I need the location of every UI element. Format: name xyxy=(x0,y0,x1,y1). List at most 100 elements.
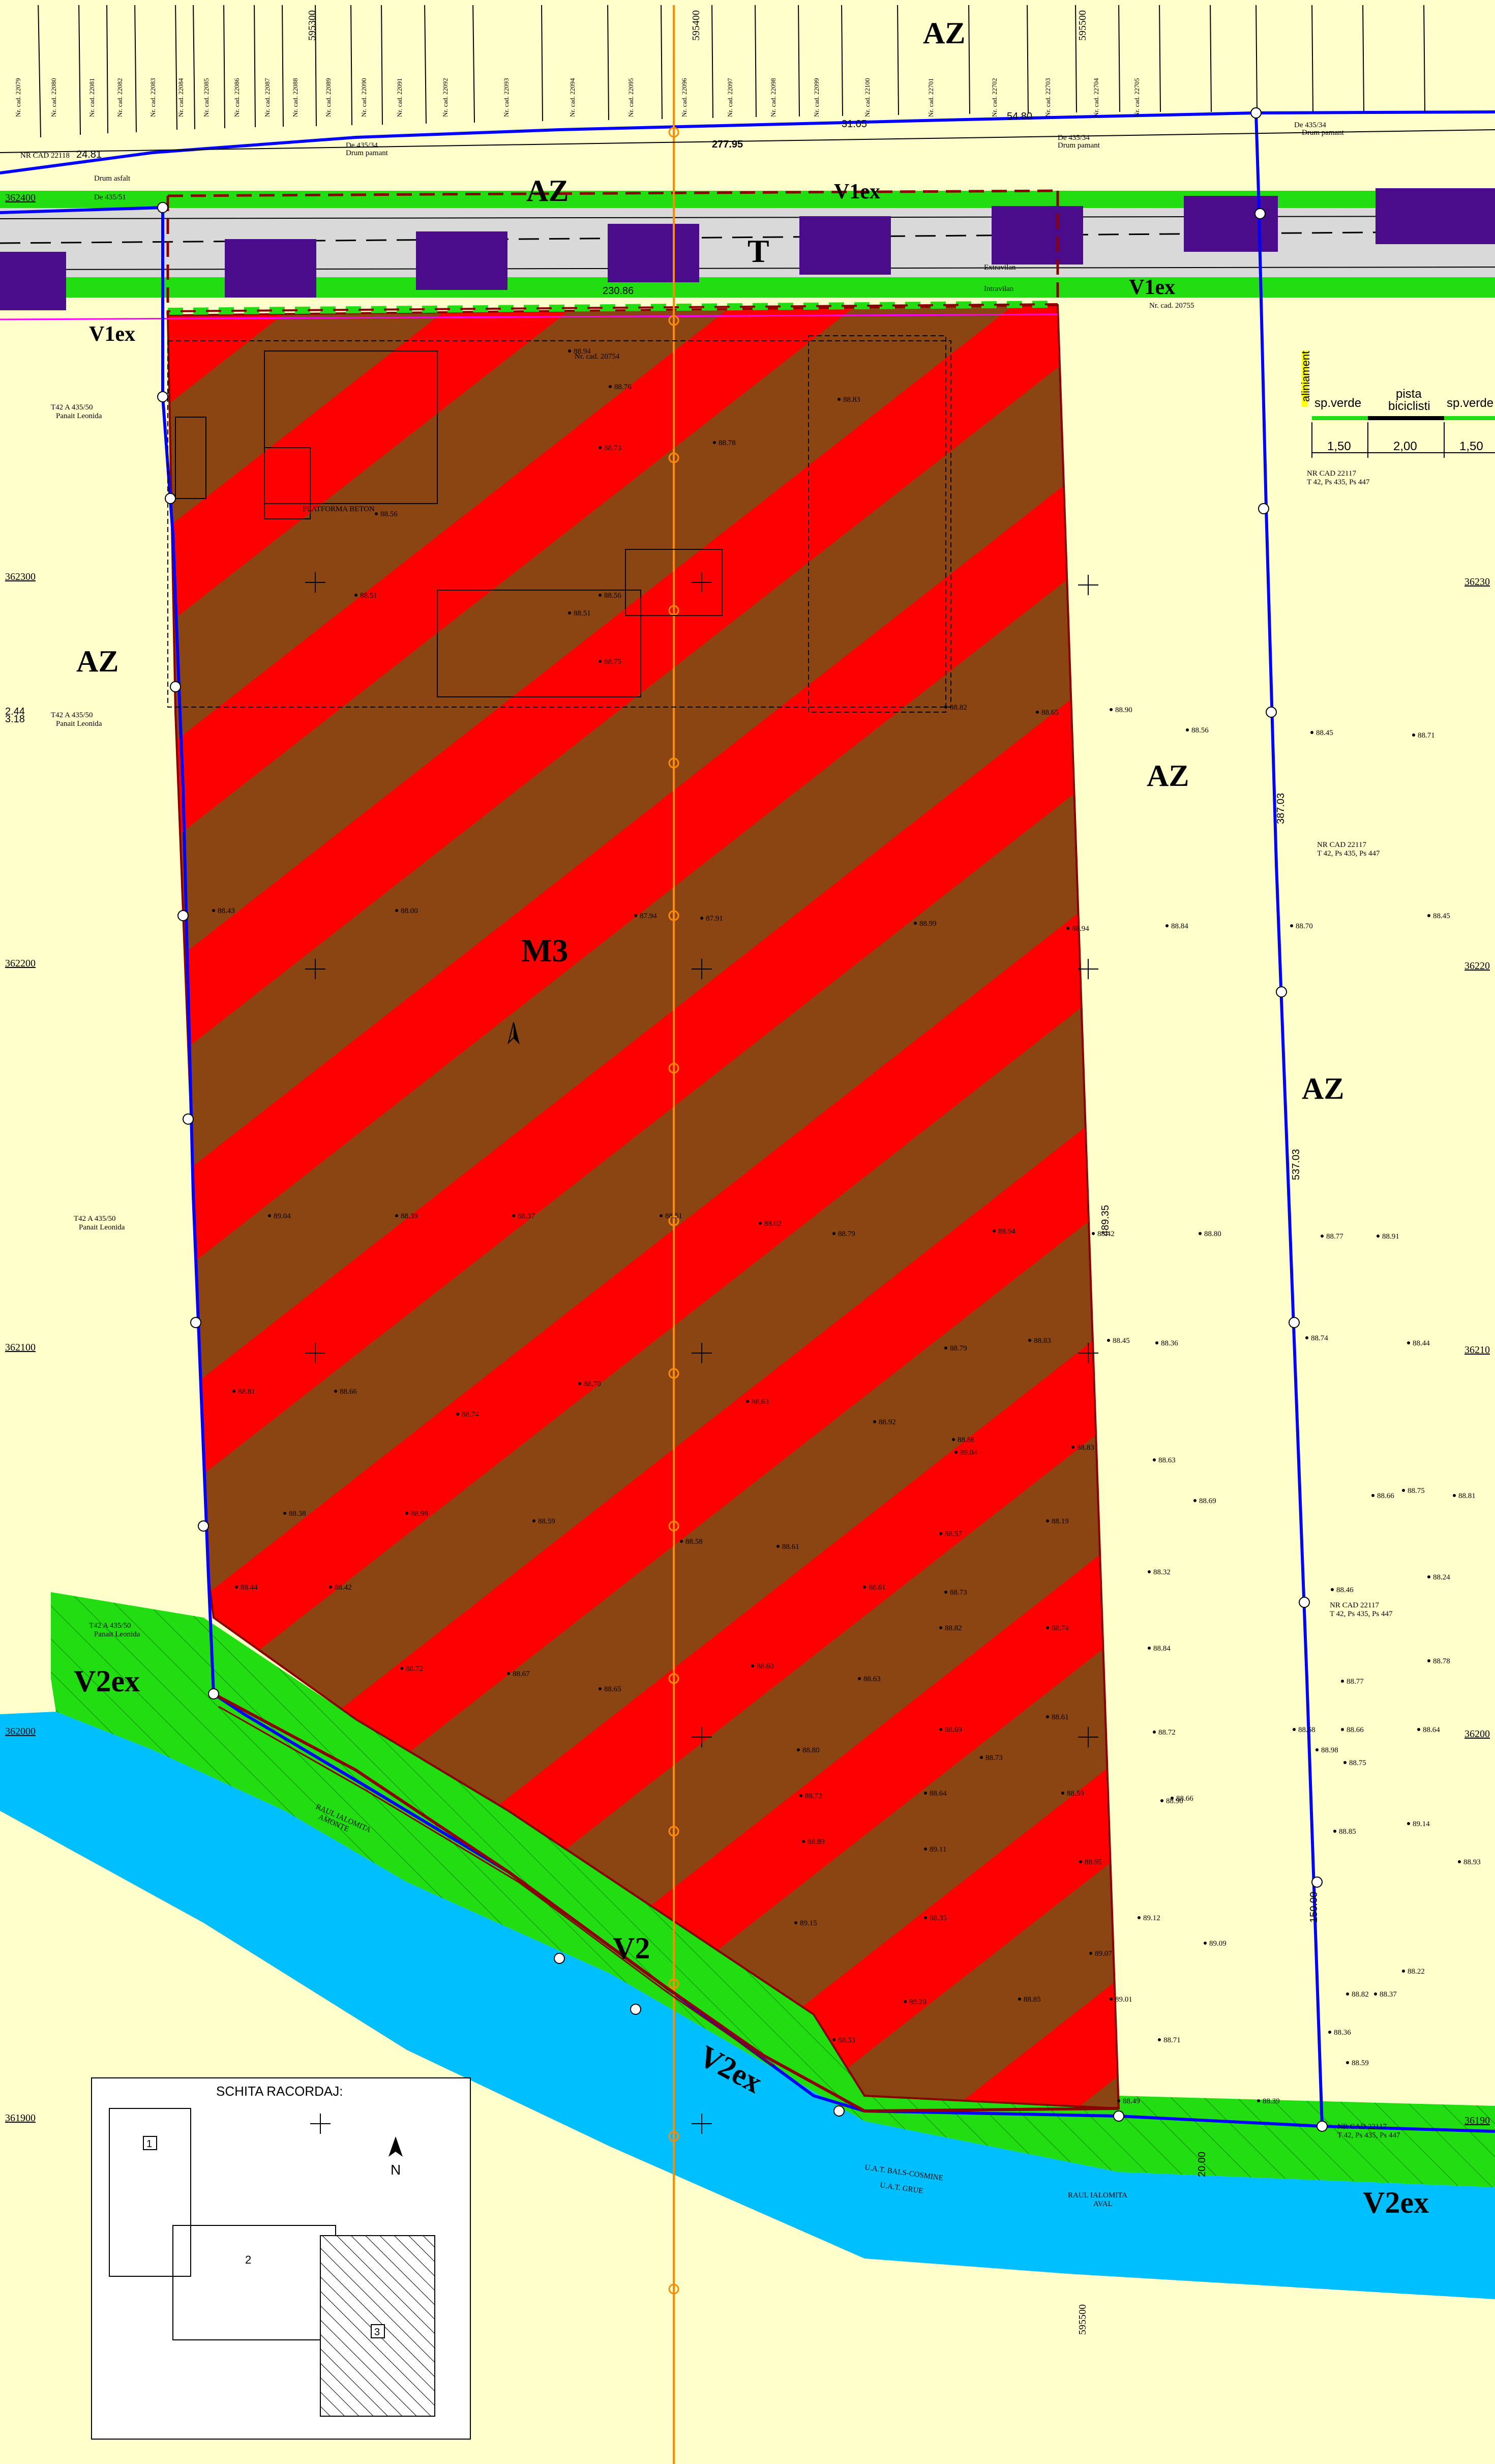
elevation-label: 88.46 xyxy=(1336,1586,1354,1594)
profile-col1: sp.verde xyxy=(1314,396,1361,410)
elevation-point xyxy=(759,1222,762,1225)
cad-top-label: Nr. cad. 22080 xyxy=(50,78,57,117)
elevation-point xyxy=(1407,1341,1410,1344)
elevation-point xyxy=(599,660,602,663)
grid-label-e595300: 595300 xyxy=(307,10,318,41)
label-t42-ps-a: T 42, Ps 435, Ps 447 xyxy=(1307,478,1370,486)
cad-top-label: Nr. cad. 22092 xyxy=(441,78,449,117)
elevation-label: 88.82 xyxy=(950,703,967,712)
elevation-label: 88.83 xyxy=(843,396,860,404)
elevation-label: 88.61 xyxy=(869,1583,886,1592)
cad-top-label: Nr. cad. 22086 xyxy=(233,78,241,117)
elevation-point xyxy=(954,1451,958,1454)
elevation-label: 89.15 xyxy=(800,1919,817,1927)
elevation-label: 88.78 xyxy=(1433,1657,1450,1665)
elevation-point xyxy=(1155,1341,1158,1344)
elevation-point xyxy=(1204,1942,1207,1945)
elevation-point xyxy=(993,1229,996,1233)
elevation-label: 88.61 xyxy=(782,1543,799,1551)
inset-north-icon xyxy=(388,2136,403,2157)
profile-w1: 1,50 xyxy=(1327,439,1351,453)
elevation-label: 88.73 xyxy=(805,1792,822,1800)
elevation-label: 88.39 xyxy=(1263,2097,1280,2105)
dim-20-00: 20.00 xyxy=(1197,2152,1208,2177)
elevation-label: 88.00 xyxy=(401,907,418,915)
elevation-point xyxy=(1153,1730,1156,1734)
elevation-point xyxy=(1402,1970,1405,1973)
elevation-point xyxy=(1199,1232,1202,1235)
elevation-label: 88.74 xyxy=(1311,1334,1328,1342)
cad-top-label: Nr. cad. 22702 xyxy=(991,78,998,117)
elevation-label: 88.77 xyxy=(1347,1678,1364,1686)
elevation-label: 88.69 xyxy=(1199,1497,1216,1505)
label-extravilan: Extravilan xyxy=(984,263,1016,272)
elevation-label: 88.92 xyxy=(879,1418,896,1426)
elevation-point xyxy=(395,1214,398,1217)
label-t42-ps-b: T 42, Ps 435, Ps 447 xyxy=(1317,849,1380,858)
elevation-point xyxy=(1412,734,1415,737)
elevation-label: 89.14 xyxy=(1413,1820,1430,1828)
elevation-label: 88.80 xyxy=(1204,1230,1221,1238)
elevation-point xyxy=(599,446,602,449)
elevation-point xyxy=(1148,1570,1151,1573)
elevation-point xyxy=(1293,1728,1296,1731)
elevation-label: 88.32 xyxy=(1153,1568,1171,1576)
blue-boundary-left xyxy=(0,206,1495,2133)
inset-north: N xyxy=(391,2162,401,2178)
elevation-label: 88.66 xyxy=(1377,1492,1394,1500)
river-ialomita xyxy=(0,1712,1495,2299)
elevation-label: 88.74 xyxy=(462,1411,479,1419)
label-de-435-34-a: De 435/34 xyxy=(346,141,378,150)
inset-box2: 2 xyxy=(245,2253,251,2266)
elevation-point xyxy=(700,917,703,920)
elevation-label: 88.51 xyxy=(360,592,377,600)
label-t42-c: T42 A 435/50 xyxy=(74,1215,116,1223)
elevation-label: 88.84 xyxy=(1153,1645,1171,1653)
elevation-label: 89.04 xyxy=(274,1212,291,1220)
elevation-point xyxy=(797,1748,800,1751)
elevation-label: 88.42 xyxy=(335,1583,352,1592)
elevation-label: 88.70 xyxy=(1296,922,1313,930)
zone-label-m3: M3 xyxy=(521,932,568,969)
elevation-label: 88.95 xyxy=(1085,1858,1102,1866)
elevation-point xyxy=(1328,2031,1331,2034)
cad-top-label: Nr. cad. 22097 xyxy=(726,78,734,117)
label-de-435-34-b: De 435/34 xyxy=(1058,134,1090,142)
elevation-point xyxy=(1371,1494,1374,1497)
elevation-point xyxy=(863,1586,866,1589)
elevation-point xyxy=(1341,1728,1344,1731)
elevation-point xyxy=(1417,1728,1420,1731)
elevation-point xyxy=(1186,728,1189,731)
elevation-point xyxy=(924,1847,927,1851)
cad-top-label: Nr. cad. 22099 xyxy=(813,78,820,117)
elevation-point xyxy=(578,1382,581,1385)
elevation-label: 88.71 xyxy=(1163,2036,1181,2044)
elevation-label: 88.61 xyxy=(1052,1713,1069,1721)
elevation-point xyxy=(1427,1575,1430,1578)
elevation-point xyxy=(944,706,947,709)
elevation-point xyxy=(1046,1626,1049,1629)
zone-label-az-right2: AZ xyxy=(1302,1072,1344,1105)
elevation-point xyxy=(1290,924,1293,927)
grid-label-right-362000: 36200 xyxy=(1464,1728,1490,1740)
elevation-point xyxy=(1148,1647,1151,1650)
elevation-point xyxy=(1028,1339,1031,1342)
elevation-label: 89.20 xyxy=(909,1998,926,2006)
cad-top-label: Nr. cad. 22098 xyxy=(769,78,777,117)
elevation-label: 88.73 xyxy=(604,444,621,452)
elevation-point xyxy=(858,1677,861,1680)
elevation-label: 88.98 xyxy=(1321,1746,1338,1754)
label-t42-b: T42 A 435/50 xyxy=(51,711,93,719)
elevation-label: 88.90 xyxy=(1115,706,1132,714)
elevation-point xyxy=(1374,1992,1377,1996)
elevation-point xyxy=(1343,1761,1347,1764)
elevation-point xyxy=(1407,1822,1410,1825)
elevation-label: 88.89 xyxy=(808,1838,825,1846)
elevation-label: 89.12 xyxy=(1143,1914,1160,1922)
elevation-point xyxy=(794,1921,797,1924)
elevation-label: 88.94 xyxy=(998,1227,1015,1236)
cad-top-label: Nr. cad. 22701 xyxy=(927,78,935,117)
label-intravilan: Intravilan xyxy=(984,285,1014,293)
zone-label-v2: V2 xyxy=(613,1931,650,1965)
elevation-label: 88.68 xyxy=(1298,1726,1315,1734)
